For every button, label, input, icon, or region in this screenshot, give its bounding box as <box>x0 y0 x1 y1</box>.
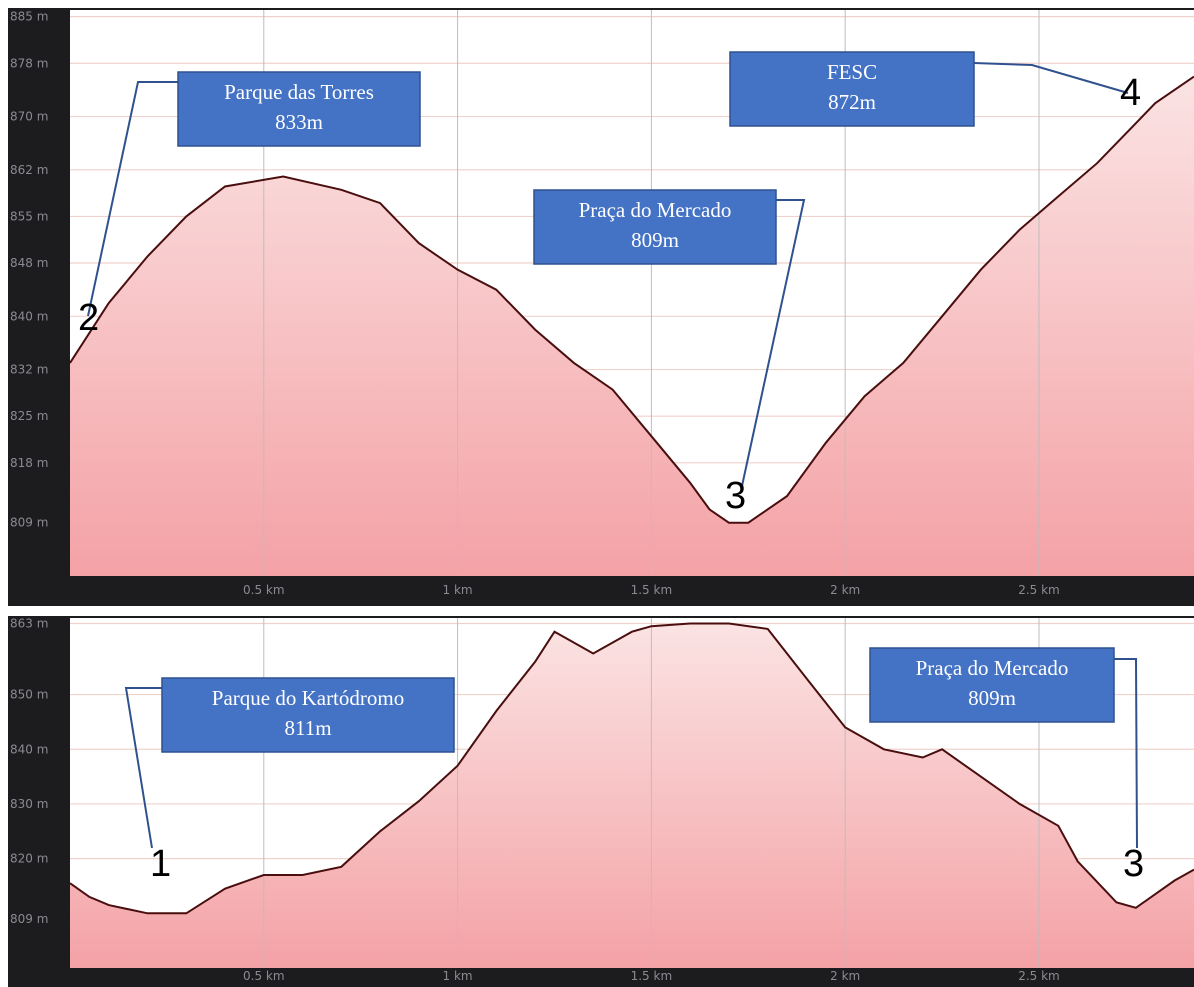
callout-box <box>177 71 421 147</box>
x-tick-label: 1.5 km <box>631 969 673 983</box>
callout-elevation: 809m <box>968 686 1016 710</box>
elevation-chart-top: 809 m 818 m 825 m 832 m 840 m 848 m 855 m 862 m… <box>10 10 1194 597</box>
callout: Parque do Kartódromo 811m 1 <box>124 677 455 885</box>
callout-elevation: 809m <box>631 228 679 252</box>
x-tick-label: 1.5 km <box>631 583 673 597</box>
point-number: 1 <box>150 843 171 885</box>
callout-place-name: FESC <box>827 60 877 84</box>
elevation-area <box>70 76 1194 576</box>
y-tick-label: 855 m <box>10 209 48 223</box>
y-tick-label: 832 m <box>10 363 48 377</box>
callout: FESC 872m 4 <box>729 51 1141 127</box>
point-number: 4 <box>1120 72 1141 114</box>
x-tick-label: 2 km <box>830 583 860 597</box>
y-tick-label: 825 m <box>10 409 48 423</box>
callout: Praça do Mercado 809m 3 <box>869 647 1144 885</box>
y-tick-label: 818 m <box>10 456 48 470</box>
point-number: 3 <box>1123 843 1144 885</box>
x-tick-label: 2 km <box>830 969 860 983</box>
callout-place-name: Praça do Mercado <box>579 198 732 222</box>
elevation-chart-bottom: 809 m 820 m 830 m 840 m 850 m 863 m 0.5 km 1 km… <box>10 616 1194 983</box>
x-tick-label: 0.5 km <box>243 969 285 983</box>
x-tick-label: 0.5 km <box>243 583 285 597</box>
y-tick-label: 850 m <box>10 688 48 702</box>
callout-place-name: Parque do Kartódromo <box>212 686 404 710</box>
callout-leader <box>973 62 1129 94</box>
callout-elevation: 833m <box>275 110 323 134</box>
point-number: 2 <box>78 297 99 339</box>
y-tick-label: 830 m <box>10 797 48 811</box>
y-tick-label: 840 m <box>10 742 48 756</box>
y-tick-label: 809 m <box>10 516 48 530</box>
callout-box <box>161 677 455 753</box>
x-tick-label: 2.5 km <box>1018 969 1060 983</box>
callout-box <box>869 647 1115 723</box>
elevation-profile-bottom: 809 m 820 m 830 m 840 m 850 m 863 m 0.5 km 1 km… <box>8 616 1194 987</box>
callout-box <box>533 189 777 265</box>
y-tick-label: 848 m <box>10 256 48 270</box>
x-tick-label: 2.5 km <box>1018 583 1060 597</box>
callout: Praça do Mercado 809m 3 <box>533 189 806 517</box>
elevation-area <box>70 623 1194 968</box>
callout-leader <box>741 199 806 487</box>
y-tick-label: 809 m <box>10 912 48 926</box>
callout-elevation: 811m <box>284 716 331 740</box>
y-tick-label: 863 m <box>10 616 48 630</box>
callout-place-name: Praça do Mercado <box>916 656 1069 680</box>
callout-elevation: 872m <box>828 90 876 114</box>
callout-box <box>729 51 975 127</box>
elevation-line <box>69 622 1194 915</box>
elevation-line <box>69 75 1194 524</box>
callout-place-name: Parque das Torres <box>224 80 374 104</box>
y-tick-label: 862 m <box>10 163 48 177</box>
y-tick-label: 840 m <box>10 309 48 323</box>
callout-leader <box>124 687 162 849</box>
callout: Parque das Torres 833m 2 <box>78 71 421 339</box>
callout-leader <box>87 81 178 317</box>
y-tick-label: 870 m <box>10 110 48 124</box>
y-tick-label: 820 m <box>10 852 48 866</box>
x-tick-label: 1 km <box>443 583 473 597</box>
y-tick-label: 885 m <box>10 10 48 24</box>
x-tick-label: 1 km <box>443 969 473 983</box>
elevation-profile-top: 809 m 818 m 825 m 832 m 840 m 848 m 855 m 862 m… <box>8 8 1194 606</box>
y-tick-label: 878 m <box>10 56 48 70</box>
point-number: 3 <box>725 475 746 517</box>
callout-leader <box>1114 658 1138 849</box>
